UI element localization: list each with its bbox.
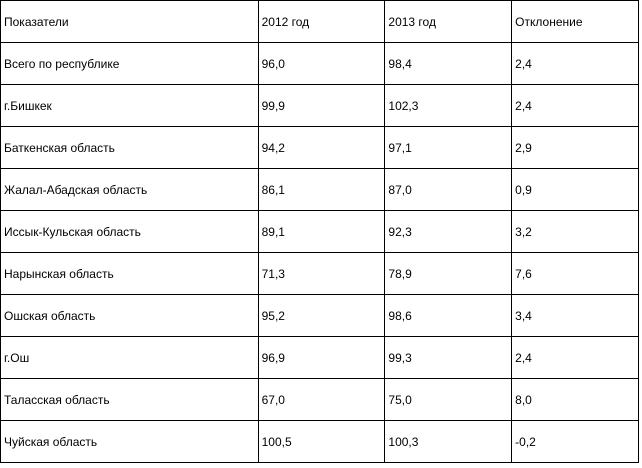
table-row: Иссык-Кульская область 89,1 92,3 3,2 (0, 210, 639, 253)
table-row: Ошская область 95,2 98,6 3,4 (0, 294, 639, 337)
table-row: Всего по республике 96,0 98,4 2,4 (0, 42, 639, 85)
value-2013: 100,3 (384, 420, 513, 463)
value-2013: 99,3 (384, 336, 513, 379)
region-name: Иссык-Кульская область (0, 210, 259, 253)
table-row: г.Ош 96,9 99,3 2,4 (0, 336, 639, 379)
value-2012: 71,3 (257, 252, 386, 295)
deviation-value: 2,9 (511, 126, 639, 169)
table-row: г.Бишкек 99,9 102,3 2,4 (0, 84, 639, 127)
deviation-value: 3,2 (511, 210, 639, 253)
value-2012: 94,2 (257, 126, 386, 169)
table-row: Нарынская область 71,3 78,9 7,6 (0, 252, 639, 295)
value-2013: 98,6 (384, 294, 513, 337)
region-name: Таласская область (0, 378, 259, 421)
region-name: г.Ош (0, 336, 259, 379)
table-row: Жалал-Абадская область 86,1 87,0 0,9 (0, 168, 639, 211)
header-deviation: Отклонение (511, 0, 639, 43)
region-name: Всего по республике (0, 42, 259, 85)
value-2012: 96,0 (257, 42, 386, 85)
deviation-value: 0,9 (511, 168, 639, 211)
deviation-value: 3,4 (511, 294, 639, 337)
value-2013: 98,4 (384, 42, 513, 85)
deviation-value: 8,0 (511, 378, 639, 421)
value-2013: 102,3 (384, 84, 513, 127)
value-2013: 92,3 (384, 210, 513, 253)
header-year-2013: 2013 год (384, 0, 513, 43)
table-row: Чуйская область 100,5 100,3 -0,2 (0, 420, 639, 463)
value-2012: 89,1 (257, 210, 386, 253)
region-name: Ошская область (0, 294, 259, 337)
header-indicators: Показатели (0, 0, 259, 43)
region-name: Жалал-Абадская область (0, 168, 259, 211)
header-year-2012: 2012 год (257, 0, 386, 43)
value-2012: 95,2 (257, 294, 386, 337)
deviation-value: 2,4 (511, 336, 639, 379)
value-2012: 67,0 (257, 378, 386, 421)
value-2012: 100,5 (257, 420, 386, 463)
deviation-value: 2,4 (511, 42, 639, 85)
table-row: Баткенская область 94,2 97,1 2,9 (0, 126, 639, 169)
table-row: Таласская область 67,0 75,0 8,0 (0, 378, 639, 421)
value-2013: 87,0 (384, 168, 513, 211)
region-name: Баткенская область (0, 126, 259, 169)
value-2012: 86,1 (257, 168, 386, 211)
value-2012: 99,9 (257, 84, 386, 127)
deviation-value: -0,2 (511, 420, 639, 463)
value-2013: 78,9 (384, 252, 513, 295)
value-2013: 97,1 (384, 126, 513, 169)
region-name: Чуйская область (0, 420, 259, 463)
value-2013: 75,0 (384, 378, 513, 421)
region-name: Нарынская область (0, 252, 259, 295)
region-name: г.Бишкек (0, 84, 259, 127)
deviation-value: 7,6 (511, 252, 639, 295)
table-header-row: Показатели 2012 год 2013 год Отклонение (0, 0, 639, 43)
value-2012: 96,9 (257, 336, 386, 379)
deviation-value: 2,4 (511, 84, 639, 127)
